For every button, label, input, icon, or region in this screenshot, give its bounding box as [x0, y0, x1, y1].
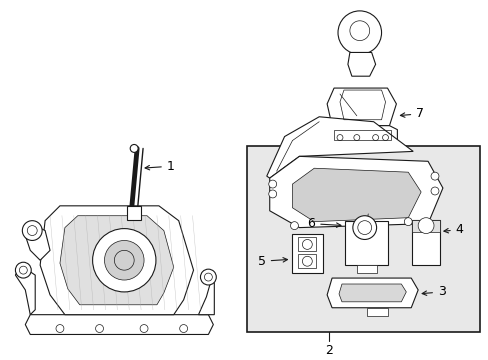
Polygon shape: [198, 273, 214, 315]
Polygon shape: [16, 265, 35, 315]
Polygon shape: [338, 284, 406, 302]
Bar: [127, 206, 141, 220]
Circle shape: [200, 269, 216, 285]
Text: 6: 6: [307, 217, 340, 230]
Polygon shape: [25, 226, 50, 260]
Circle shape: [268, 180, 276, 188]
Circle shape: [404, 218, 411, 226]
Circle shape: [104, 240, 144, 280]
Bar: [411, 220, 439, 231]
Bar: [333, 130, 391, 140]
Text: 7: 7: [400, 107, 423, 120]
Circle shape: [430, 187, 438, 195]
Polygon shape: [269, 156, 442, 228]
Text: ii: ii: [366, 213, 369, 218]
Polygon shape: [291, 234, 323, 273]
Polygon shape: [60, 216, 173, 305]
Text: 3: 3: [421, 285, 445, 298]
Polygon shape: [347, 53, 375, 76]
Bar: [356, 265, 376, 273]
Bar: [366, 308, 387, 316]
Polygon shape: [266, 117, 412, 178]
Bar: [298, 254, 316, 268]
Text: 5: 5: [257, 255, 287, 268]
Polygon shape: [292, 168, 420, 222]
Text: 4: 4: [443, 223, 463, 236]
Circle shape: [268, 190, 276, 198]
Polygon shape: [324, 126, 397, 144]
Circle shape: [16, 262, 31, 278]
Circle shape: [22, 221, 42, 240]
Circle shape: [130, 144, 138, 152]
Text: 1: 1: [145, 160, 174, 173]
Text: 2: 2: [325, 345, 332, 357]
Polygon shape: [326, 278, 417, 308]
Circle shape: [337, 11, 381, 54]
Polygon shape: [344, 221, 387, 265]
Polygon shape: [40, 206, 193, 315]
Polygon shape: [326, 88, 396, 126]
Bar: [246, 147, 479, 332]
Circle shape: [290, 222, 298, 230]
Circle shape: [417, 218, 433, 234]
Polygon shape: [25, 315, 213, 334]
Circle shape: [430, 172, 438, 180]
Circle shape: [352, 216, 376, 239]
Bar: [298, 238, 316, 251]
Polygon shape: [411, 220, 439, 265]
Circle shape: [92, 229, 156, 292]
